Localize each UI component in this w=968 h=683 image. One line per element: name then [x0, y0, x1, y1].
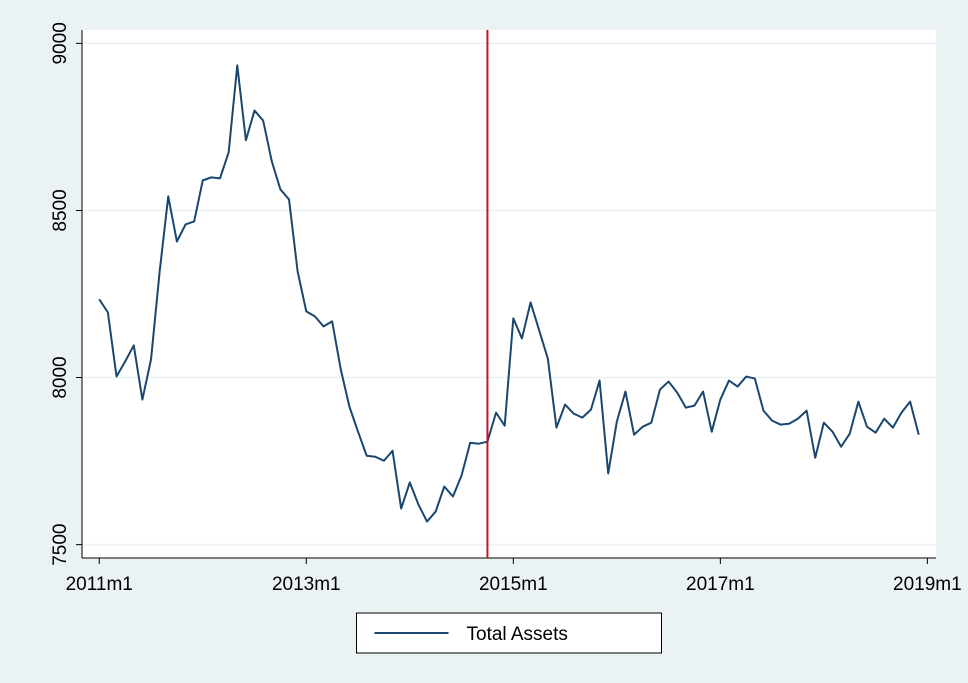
series-line	[98, 64, 920, 523]
x-tick-label: 2019m1	[893, 574, 962, 595]
y-tick-label: 8500	[50, 189, 71, 231]
legend-label: Total Assets	[467, 624, 568, 645]
y-tick-label: 8000	[50, 356, 71, 398]
x-tick-label: 2011m1	[66, 574, 133, 595]
x-tick-label: 2013m1	[272, 574, 341, 595]
x-tick-label: 2017m1	[686, 574, 755, 595]
plot-area	[82, 30, 936, 558]
y-tick-label: 7500	[50, 523, 71, 565]
y-tick-label: 9000	[50, 22, 71, 64]
x-tick-label: 2015m1	[479, 574, 548, 595]
